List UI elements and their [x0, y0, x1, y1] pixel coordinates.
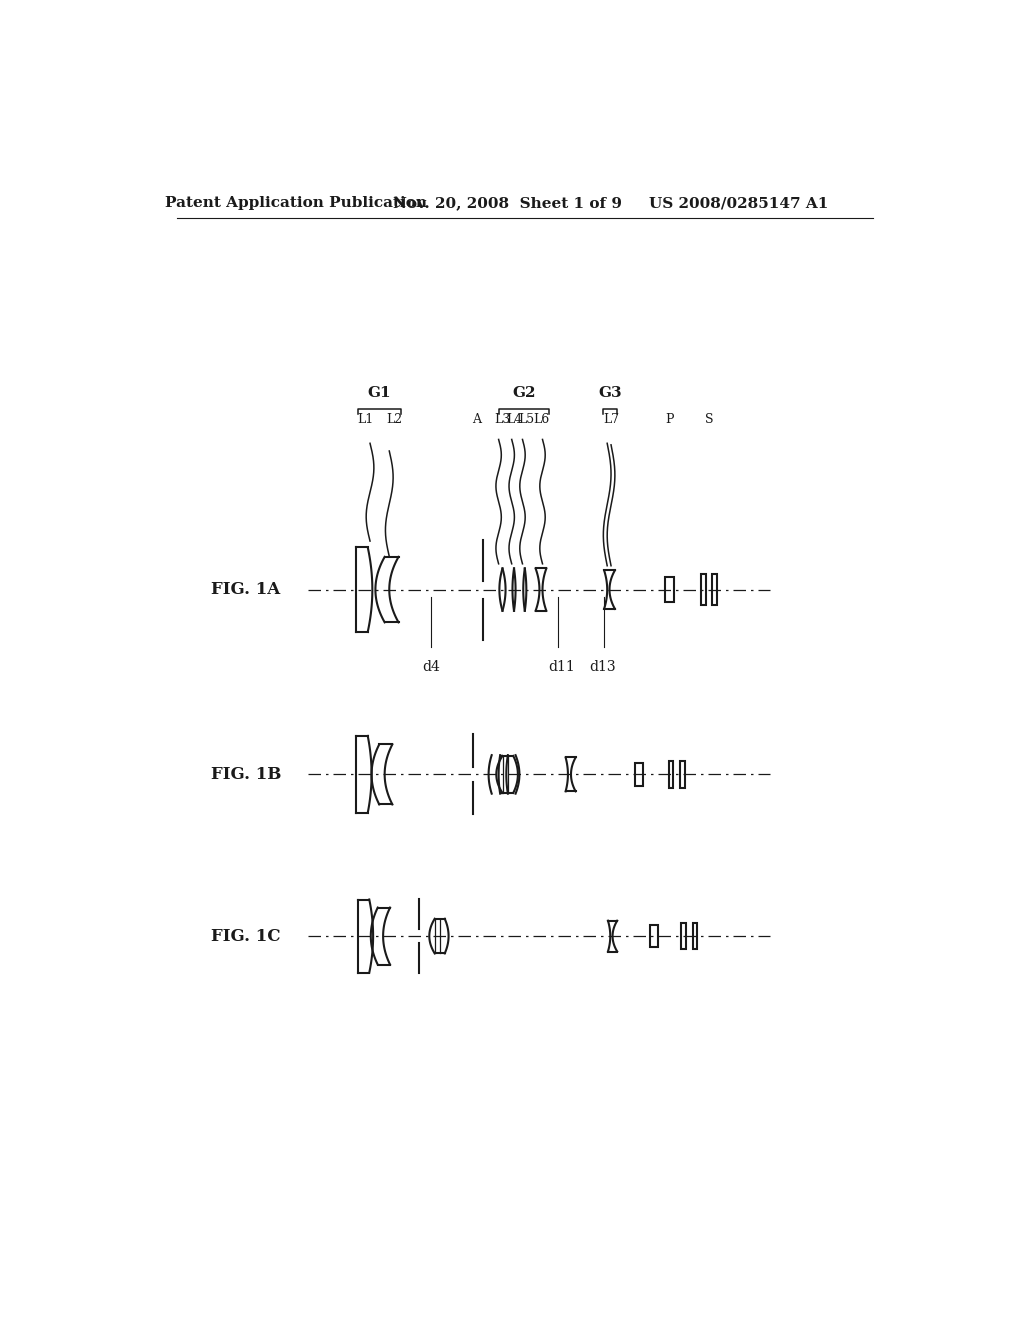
- Text: P: P: [666, 413, 674, 426]
- Text: FIG. 1B: FIG. 1B: [211, 766, 282, 783]
- Text: L6: L6: [534, 413, 550, 426]
- Text: L5: L5: [518, 413, 535, 426]
- Bar: [650, 925, 658, 946]
- Text: G3: G3: [598, 387, 622, 400]
- Text: Nov. 20, 2008  Sheet 1 of 9: Nov. 20, 2008 Sheet 1 of 9: [393, 197, 623, 210]
- Bar: [669, 760, 674, 788]
- Bar: [681, 923, 686, 949]
- Bar: [700, 574, 707, 605]
- Text: L3: L3: [495, 413, 511, 426]
- Bar: [680, 760, 685, 788]
- Text: L1: L1: [357, 413, 374, 426]
- Text: US 2008/0285147 A1: US 2008/0285147 A1: [649, 197, 828, 210]
- Text: G2: G2: [513, 387, 537, 400]
- Bar: [692, 923, 697, 949]
- Bar: [712, 574, 717, 605]
- Text: L7: L7: [603, 413, 620, 426]
- Text: A: A: [472, 413, 481, 426]
- Text: d13: d13: [589, 660, 615, 673]
- Text: Patent Application Publication: Patent Application Publication: [165, 197, 427, 210]
- Text: G1: G1: [368, 387, 391, 400]
- Text: S: S: [705, 413, 713, 426]
- Bar: [665, 577, 674, 602]
- Text: FIG. 1C: FIG. 1C: [211, 928, 281, 945]
- Bar: [635, 763, 643, 785]
- Text: d11: d11: [549, 660, 575, 673]
- Text: FIG. 1A: FIG. 1A: [211, 581, 281, 598]
- Text: d4: d4: [422, 660, 439, 673]
- Text: L2: L2: [387, 413, 402, 426]
- Text: L4: L4: [507, 413, 523, 426]
